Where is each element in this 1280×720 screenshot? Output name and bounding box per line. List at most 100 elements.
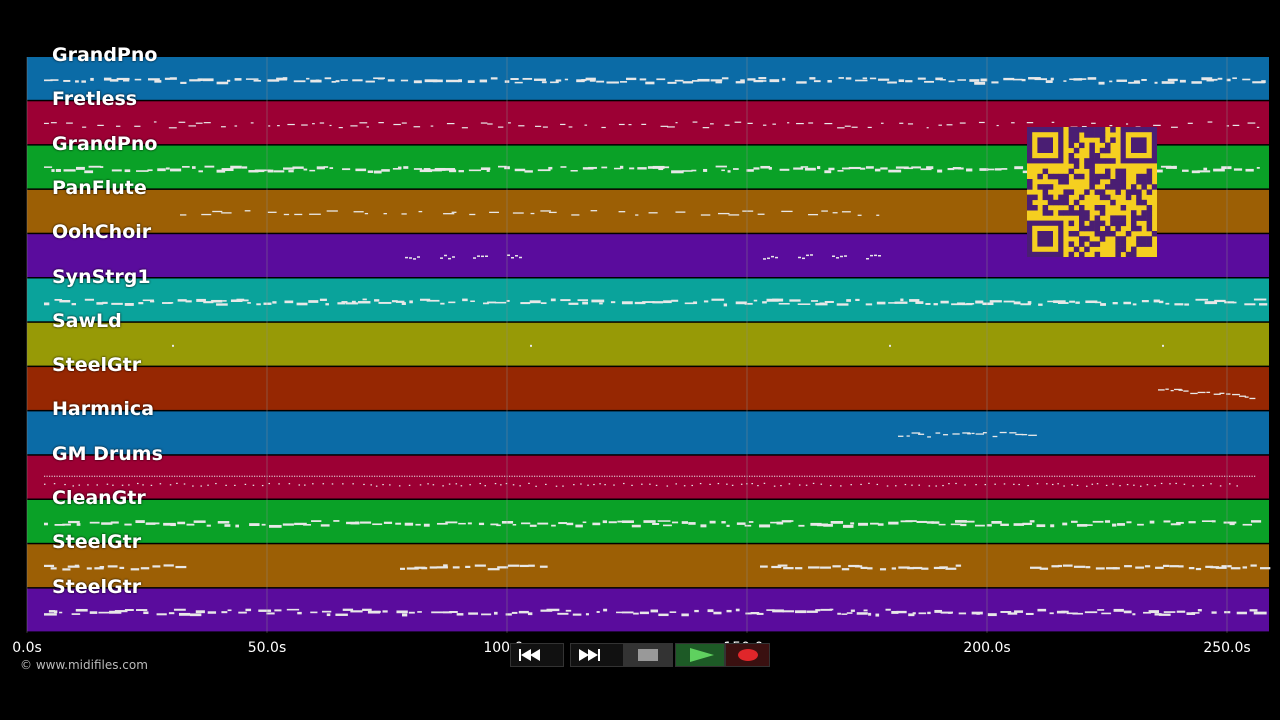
note [71,613,81,615]
note [1244,475,1246,477]
note [927,611,931,615]
note [642,301,655,303]
note [867,126,872,129]
note [1100,303,1106,306]
note [1167,78,1178,82]
note [88,165,101,168]
note [521,475,523,477]
note [74,475,76,477]
note [701,475,703,477]
note [1249,609,1258,612]
record-button[interactable] [725,643,770,667]
note [987,613,997,617]
note [820,608,832,611]
note [1125,123,1129,125]
play-button[interactable] [675,643,725,667]
note [925,302,931,305]
note [671,299,679,302]
note [352,79,363,82]
note [402,613,408,617]
note [967,433,971,435]
note [1021,78,1026,82]
note [206,475,208,477]
note [293,80,306,83]
note [504,475,506,477]
note [796,475,798,477]
note [840,255,843,258]
note [971,475,973,477]
fast-forward-button[interactable] [570,643,624,667]
note [416,475,418,477]
note [383,212,387,215]
note [66,475,68,477]
note [1073,78,1083,81]
note [574,475,576,477]
stop-button[interactable] [623,643,673,667]
note [496,524,501,527]
note [941,475,943,477]
note [63,79,71,82]
note [308,300,319,303]
note [89,475,91,477]
rewind-button[interactable] [510,643,564,667]
note [940,300,949,304]
note [1001,168,1008,170]
note [996,475,998,477]
note [227,609,232,612]
note [1140,485,1142,487]
note [480,122,488,124]
note [1162,344,1164,347]
note [1154,613,1162,616]
note [626,475,628,477]
note [770,521,781,524]
note [1174,475,1176,477]
note [726,475,728,477]
note [554,475,556,477]
note [599,302,603,305]
note [1213,393,1221,395]
note [955,482,957,485]
note [448,301,456,304]
note [116,475,118,477]
note [423,168,431,171]
note [44,475,46,477]
note [400,567,405,570]
note [588,166,597,169]
note [309,169,316,172]
note [586,475,588,477]
note [1159,475,1161,477]
note [314,475,316,477]
note [1226,78,1231,82]
note [539,565,548,568]
note [837,170,844,172]
note [339,475,341,477]
note [808,122,814,124]
note [596,611,600,613]
note [911,432,921,434]
note [177,521,186,525]
note [263,302,272,305]
note [1099,475,1101,477]
note [850,484,852,486]
note [749,475,751,477]
note [664,166,670,169]
note [631,484,633,486]
note [1036,475,1038,477]
note [249,475,251,477]
note [94,567,104,570]
note [151,475,153,477]
note [1001,475,1003,477]
note [1133,484,1135,486]
note [681,521,688,524]
note [741,475,743,477]
note [281,475,283,477]
note [413,258,416,260]
note [688,522,696,525]
note [558,522,567,525]
note [69,475,71,477]
note [86,567,92,570]
note [846,612,853,614]
note [146,475,148,477]
note [188,125,196,127]
note [378,301,392,304]
